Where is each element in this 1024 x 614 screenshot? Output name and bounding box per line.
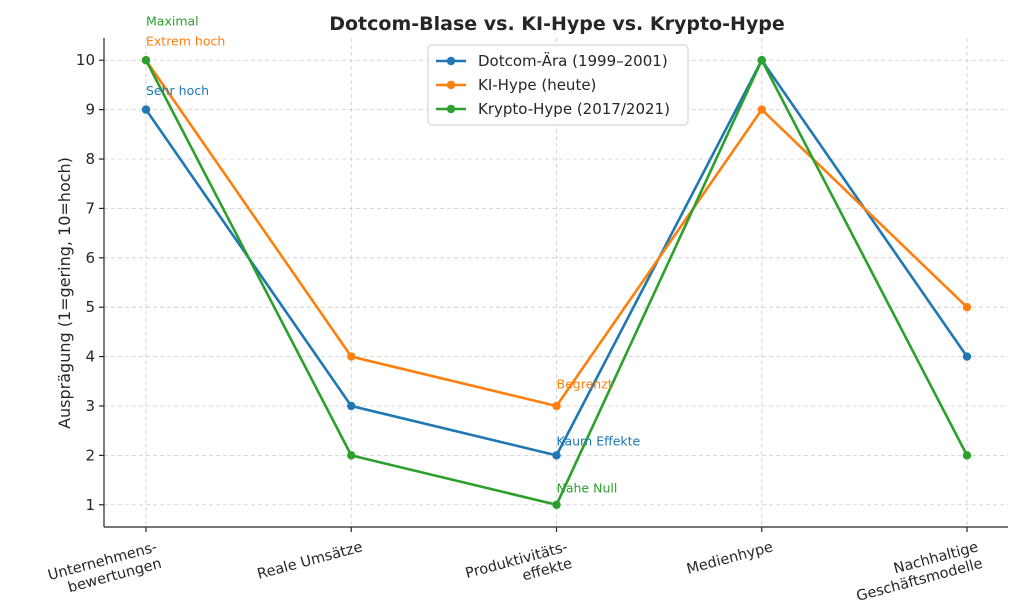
legend-entry[interactable]: Krypto-Hype (2017/2021) [478,100,670,118]
y-tick-label: 7 [85,199,95,217]
annotation-label: Kaum Effekte [557,434,641,449]
x-tick-label: Medienhype [685,539,775,577]
y-tick-label: 1 [85,496,95,514]
data-point [962,302,972,312]
y-tick-label: 2 [85,446,95,464]
legend-entry[interactable]: KI-Hype (heute) [478,76,596,94]
data-point [141,105,151,114]
series [141,56,972,509]
data-point [141,56,151,65]
y-tick-label: 6 [85,249,95,267]
annotation-label: Begrenzt [557,377,613,392]
y-axis-ticks: 1 2 3 4 5 6 7 8 9 10 [76,51,104,514]
y-tick-label: 8 [85,150,95,168]
data-point [347,401,356,411]
y-axis-label: Ausprägung (1=gering, 10=hoch) [55,157,74,429]
y-tick-label: 9 [85,101,95,119]
annotation-label: Nahe Null [557,480,618,495]
annotation-label: Maximal [146,14,199,29]
y-tick-label: 5 [85,298,95,316]
x-tick-label: Produktivitäts-effekte [464,539,574,598]
y-tick-label: 3 [85,397,95,415]
data-point [552,401,561,411]
data-point [757,56,766,65]
data-point [962,352,972,361]
data-point [552,451,561,460]
legend-swatch-marker [446,56,456,66]
x-axis-ticks: Unternehmens-bewertungen Reale Umsätze Pro… [46,527,985,605]
annotation-label: Extrem hoch [146,33,225,48]
x-tick-label: Unternehmens-bewertungen [46,539,163,600]
x-tick-label: Reale Umsätze [256,539,365,582]
annotation-label: Sehr hoch [146,83,209,98]
data-point [757,105,766,114]
data-point [347,451,356,460]
x-tick-label: NachhaltigeGeschäftsmodelle [850,539,984,605]
legend-swatch-marker [446,80,456,90]
data-point [552,500,561,509]
annotations: Sehr hoch Extrem hoch Maximal Kaum Effekte B… [146,14,641,496]
chart-title: Dotcom-Blase vs. KI-Hype vs. Krypto-Hype [329,13,785,35]
legend[interactable]: Dotcom-Ära (1999–2001) KI-Hype (heute) Kry… [427,44,689,126]
data-point [962,451,972,460]
y-tick-label: 10 [76,51,95,69]
legend-entry[interactable]: Dotcom-Ära (1999–2001) [478,51,668,70]
data-point [347,352,356,361]
legend-box [427,44,689,126]
y-tick-label: 4 [85,348,95,366]
legend-swatch-marker [446,104,456,114]
